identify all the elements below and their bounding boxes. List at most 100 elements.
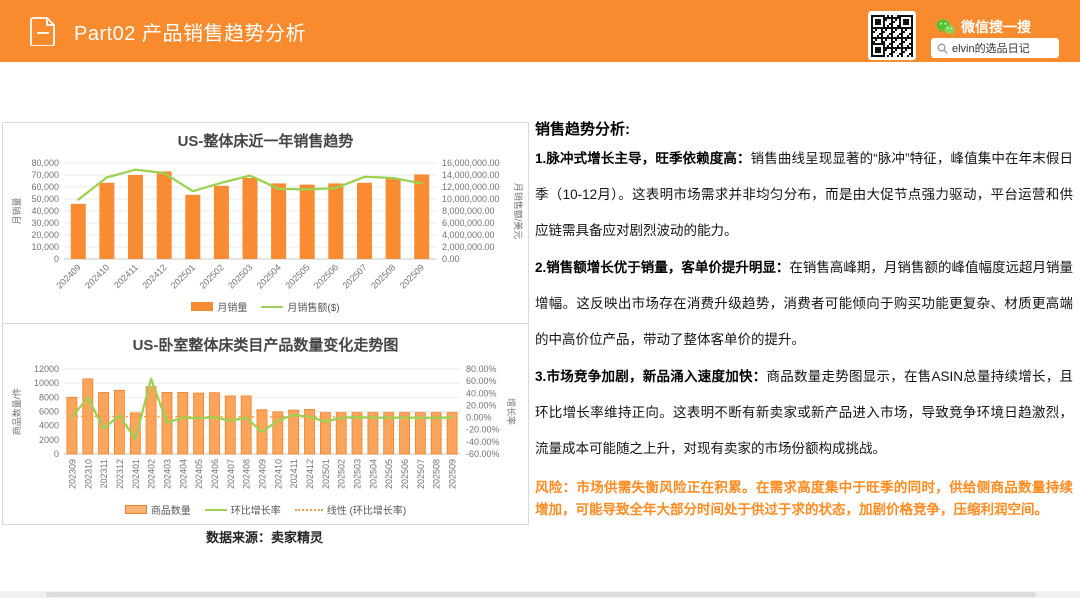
svg-text:202504: 202504 xyxy=(255,262,283,290)
svg-text:70,000: 70,000 xyxy=(31,170,59,180)
svg-text:6000: 6000 xyxy=(39,407,59,417)
legend-label: 月销售额($) xyxy=(287,303,340,314)
svg-text:0.00%: 0.00% xyxy=(466,413,492,423)
chart1-legend: 月销量 月销售额($) xyxy=(3,299,528,314)
svg-text:10,000: 10,000 xyxy=(31,242,59,252)
legend-bar-swatch xyxy=(124,505,147,514)
svg-text:202410: 202410 xyxy=(83,262,111,290)
svg-text:40.00%: 40.00% xyxy=(466,388,497,398)
svg-text:202405: 202405 xyxy=(194,459,204,489)
scrollbar-thumb[interactable] xyxy=(46,592,1036,597)
svg-text:202404: 202404 xyxy=(178,459,188,489)
svg-text:4000: 4000 xyxy=(39,421,59,431)
svg-text:202501: 202501 xyxy=(169,262,197,290)
svg-text:202310: 202310 xyxy=(83,459,93,489)
svg-text:0: 0 xyxy=(54,449,59,459)
svg-text:12000: 12000 xyxy=(34,364,59,374)
svg-text:8,000,000.00: 8,000,000.00 xyxy=(442,206,495,216)
svg-text:14,000,000.00: 14,000,000.00 xyxy=(442,170,500,180)
svg-text:10,000,000.00: 10,000,000.00 xyxy=(442,194,500,204)
svg-text:2000: 2000 xyxy=(39,435,59,445)
svg-text:202508: 202508 xyxy=(432,459,442,489)
wechat-search-label: 微信搜一搜 xyxy=(961,19,1031,35)
svg-text:20,000: 20,000 xyxy=(31,230,59,240)
paragraph-lead: 3.市场竞争加剧，新品涌入速度加快： xyxy=(535,369,767,384)
page-title: Part02 产品销售趋势分析 xyxy=(74,23,306,45)
line-series xyxy=(70,377,454,441)
wechat-search-box[interactable]: elvin的选品日记 xyxy=(931,38,1059,58)
legend-line-swatch xyxy=(204,508,227,511)
svg-text:6,000,000.00: 6,000,000.00 xyxy=(442,218,495,228)
risk-warning: 风险：市场供需失衡风险正在积累。在需求高度集中于旺季的同时，供给侧商品数量持续增… xyxy=(535,480,1073,517)
svg-text:8000: 8000 xyxy=(39,392,59,402)
svg-text:30,000: 30,000 xyxy=(31,218,59,228)
svg-text:10000: 10000 xyxy=(34,378,59,388)
svg-text:202409: 202409 xyxy=(258,459,268,489)
svg-text:202509: 202509 xyxy=(398,262,426,290)
analysis-paragraph-2: 2.销售额增长优于销量，客单价提升明显：在销售高峰期，月销售额的峰值幅度远超月销… xyxy=(535,250,1073,358)
svg-text:80,000: 80,000 xyxy=(31,158,59,168)
svg-text:40,000: 40,000 xyxy=(31,206,59,216)
legend-label: 商品数量 xyxy=(150,506,191,517)
panel-divider xyxy=(3,323,528,324)
legend-trend-swatch xyxy=(294,508,323,511)
charts-panel: US-整体床近一年销售趋势 0 10,000 20,000 30,000 40,000 5… xyxy=(2,122,529,525)
chart2-legend: 商品数量 环比增长率 线性 (环比增长率) xyxy=(3,502,528,517)
svg-text:60,000: 60,000 xyxy=(31,182,59,192)
svg-text:202506: 202506 xyxy=(400,459,410,489)
svg-text:0: 0 xyxy=(54,254,59,264)
svg-text:202505: 202505 xyxy=(283,262,311,290)
legend-label: 线性 (环比增长率) xyxy=(326,506,407,517)
svg-text:202410: 202410 xyxy=(273,459,283,489)
paragraph-text: 销售曲线呈现显著的“脉冲”特征，峰值集中在年末假日季（10-12月）。这表明市场… xyxy=(535,151,1073,238)
svg-text:202509: 202509 xyxy=(448,459,458,489)
header-bar: Part02 产品销售趋势分析 微信搜一搜 elvin的选品日记 xyxy=(0,0,1080,62)
search-icon xyxy=(937,43,948,54)
svg-text:202408: 202408 xyxy=(242,459,252,489)
svg-text:80.00%: 80.00% xyxy=(466,364,497,374)
legend-line-swatch xyxy=(261,305,284,308)
svg-text:202502: 202502 xyxy=(197,262,225,290)
chart1-title: US-整体床近一年销售趋势 xyxy=(177,133,354,150)
svg-text:12,000,000.00: 12,000,000.00 xyxy=(442,182,500,192)
svg-text:0.00: 0.00 xyxy=(442,254,460,264)
svg-text:202505: 202505 xyxy=(384,459,394,489)
chart2-title: US-卧室整体床类目产品数量变化走势图 xyxy=(132,337,399,354)
bar-series xyxy=(70,171,430,259)
paragraph-lead: 2.销售额增长优于销量，客单价提升明显： xyxy=(535,260,790,275)
wechat-row: 微信搜一搜 xyxy=(936,17,1031,37)
svg-text:202504: 202504 xyxy=(368,459,378,489)
svg-text:202411: 202411 xyxy=(112,262,140,290)
svg-text:202401: 202401 xyxy=(131,459,141,489)
svg-text:202309: 202309 xyxy=(67,459,77,489)
svg-text:202412: 202412 xyxy=(305,459,315,489)
svg-text:2,000,000.00: 2,000,000.00 xyxy=(442,242,495,252)
line-series xyxy=(77,168,423,201)
analysis-heading: 销售趋势分析: xyxy=(535,121,630,138)
wechat-icon xyxy=(936,19,955,35)
svg-text:202508: 202508 xyxy=(369,262,397,290)
legend-label: 月销量 xyxy=(217,303,248,314)
svg-text:202403: 202403 xyxy=(163,459,173,489)
qr-code xyxy=(868,11,916,60)
svg-text:202507: 202507 xyxy=(341,262,369,290)
svg-text:50,000: 50,000 xyxy=(31,194,59,204)
analysis-panel: 销售趋势分析: 1.脉冲式增长主导，旺季依赖度高：销售曲线呈现显著的“脉冲”特征… xyxy=(535,112,1073,521)
legend-bar-swatch xyxy=(191,302,214,311)
right-axis-title: 增长率 xyxy=(506,398,517,425)
svg-text:202412: 202412 xyxy=(140,262,168,290)
svg-text:202502: 202502 xyxy=(337,459,347,489)
product-count-chart: 0 2000 4000 6000 8000 10000 12000 -60.00% -40.00… xyxy=(11,364,517,489)
svg-text:20.00%: 20.00% xyxy=(466,400,497,410)
svg-text:202501: 202501 xyxy=(321,459,331,489)
analysis-paragraph-3: 3.市场竞争加剧，新品涌入速度加快：商品数量走势图显示，在售ASIN总量持续增长… xyxy=(535,359,1073,467)
svg-text:202503: 202503 xyxy=(226,262,254,290)
svg-text:202402: 202402 xyxy=(147,459,157,489)
svg-text:202506: 202506 xyxy=(312,262,340,290)
svg-text:202312: 202312 xyxy=(115,459,125,489)
analysis-paragraph-1: 1.脉冲式增长主导，旺季依赖度高：销售曲线呈现显著的“脉冲”特征，峰值集中在年末… xyxy=(535,141,1073,249)
svg-text:60.00%: 60.00% xyxy=(466,376,497,386)
horizontal-scrollbar[interactable] xyxy=(0,591,1080,598)
paragraph-text: 商品数量走势图显示，在售ASIN总量持续增长，且环比增长率维持正向。这表明不断有… xyxy=(535,369,1073,456)
